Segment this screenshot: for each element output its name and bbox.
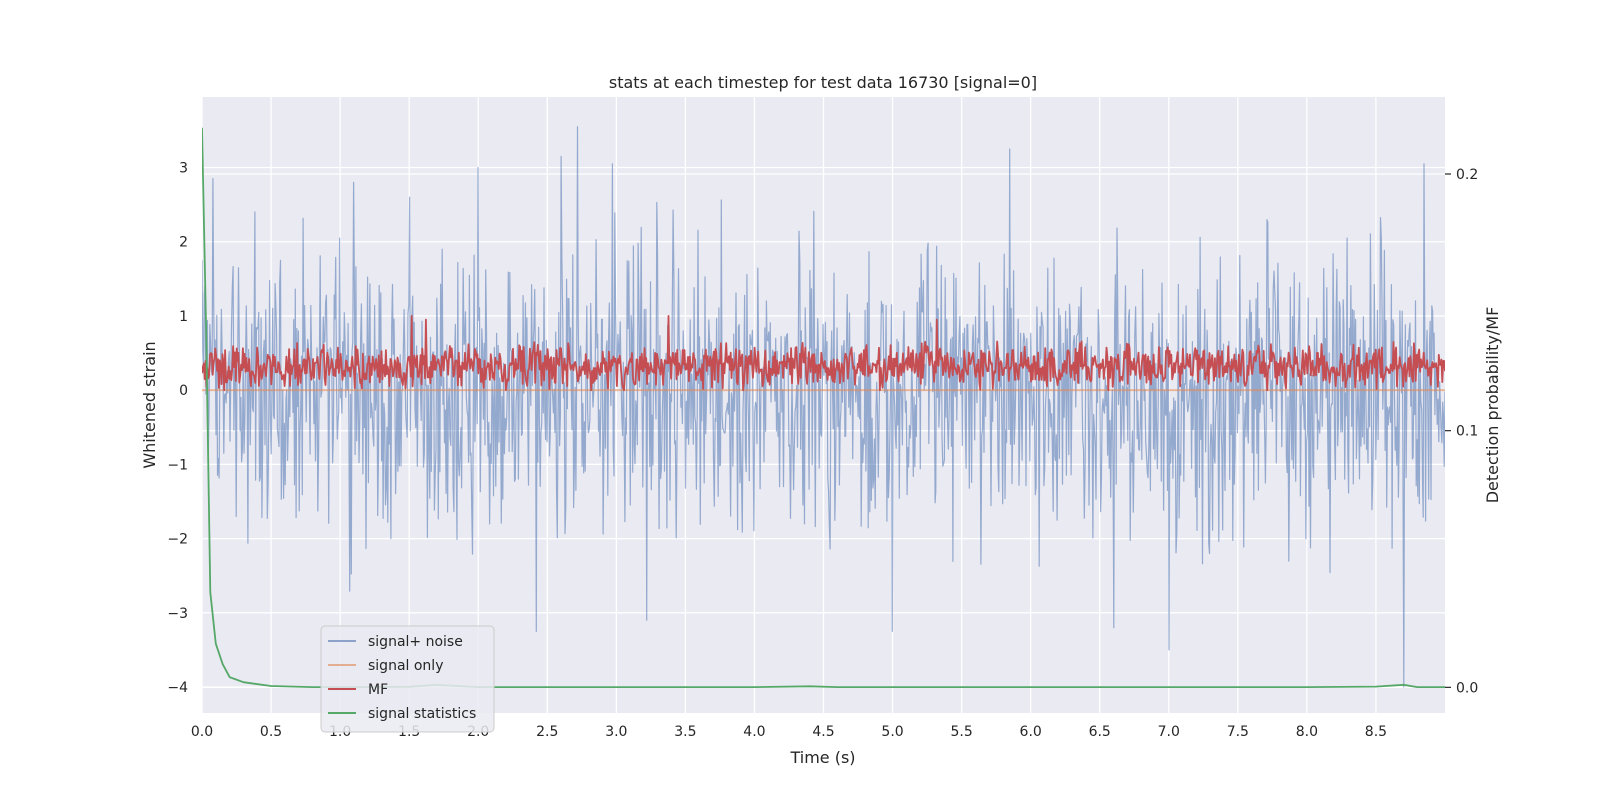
x-tick-label: 7.0 — [1158, 724, 1180, 740]
y2-tick-label: 0.0 — [1456, 680, 1478, 696]
y-tick-label: 1 — [179, 309, 188, 325]
y2-axis-label: Detection probability/MF — [1483, 307, 1502, 504]
x-tick-label: 5.0 — [881, 724, 903, 740]
legend-label: signal statistics — [368, 706, 476, 722]
legend-label: MF — [368, 682, 388, 698]
y-tick-label: −3 — [167, 606, 188, 622]
legend-box — [320, 625, 495, 733]
x-tick-label: 6.5 — [1089, 724, 1111, 740]
y-tick-label: −4 — [167, 680, 188, 696]
y-tick-label: −2 — [167, 532, 188, 548]
chart-title: stats at each timestep for test data 167… — [609, 73, 1037, 92]
series-line-mf — [202, 315, 1445, 392]
legend-label: signal only — [368, 658, 443, 674]
x-tick-label: 3.5 — [674, 724, 696, 740]
y-tick-label: 0 — [179, 383, 188, 399]
x-tick-label: 6.0 — [1020, 724, 1042, 740]
x-tick-label: 5.5 — [950, 724, 972, 740]
legend: signal+ noise signal only MF signal statist… — [320, 625, 495, 733]
y-axis-label: Whitened strain — [140, 341, 159, 468]
x-tick-label: 0.0 — [191, 724, 213, 740]
x-tick-label: 4.5 — [812, 724, 834, 740]
x-tick-label: 7.5 — [1227, 724, 1249, 740]
y-tick-label: −1 — [167, 457, 188, 473]
y2-tick-label: 0.2 — [1456, 167, 1478, 183]
x-tick-label: 0.5 — [260, 724, 282, 740]
x-tick-label: 3.0 — [605, 724, 627, 740]
y-tick-label: 3 — [179, 161, 188, 177]
x-tick-label: 2.5 — [536, 724, 558, 740]
y-tick-label: 2 — [179, 235, 188, 251]
series-line-signal-noise — [202, 126, 1445, 688]
x-tick-label: 4.0 — [743, 724, 765, 740]
legend-label: signal+ noise — [368, 634, 463, 650]
x-tick-label: 8.5 — [1365, 724, 1387, 740]
x-axis-label: Time (s) — [789, 748, 855, 767]
y2-tick-label: 0.1 — [1456, 424, 1478, 440]
ticks-layer: 0.00.51.01.52.02.53.03.54.04.55.05.56.06… — [167, 161, 1478, 740]
x-tick-label: 8.0 — [1296, 724, 1318, 740]
